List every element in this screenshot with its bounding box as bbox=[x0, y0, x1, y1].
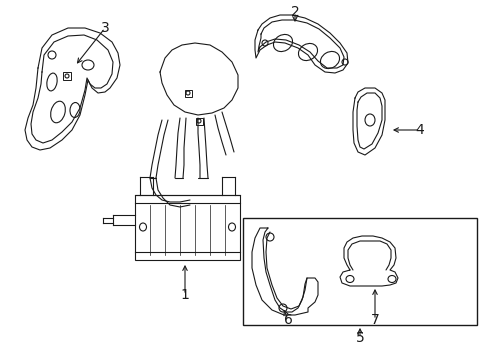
Bar bbox=[243, 218, 476, 325]
Text: 7: 7 bbox=[370, 313, 379, 327]
Bar bbox=[184, 90, 192, 97]
Bar bbox=[63, 72, 71, 80]
Bar bbox=[135, 195, 240, 260]
Text: 5: 5 bbox=[355, 331, 364, 345]
Text: 2: 2 bbox=[290, 5, 299, 19]
Text: 3: 3 bbox=[101, 21, 109, 35]
Text: 4: 4 bbox=[415, 123, 424, 137]
Text: 1: 1 bbox=[180, 288, 189, 302]
Text: 6: 6 bbox=[283, 313, 292, 327]
Bar bbox=[196, 118, 203, 125]
